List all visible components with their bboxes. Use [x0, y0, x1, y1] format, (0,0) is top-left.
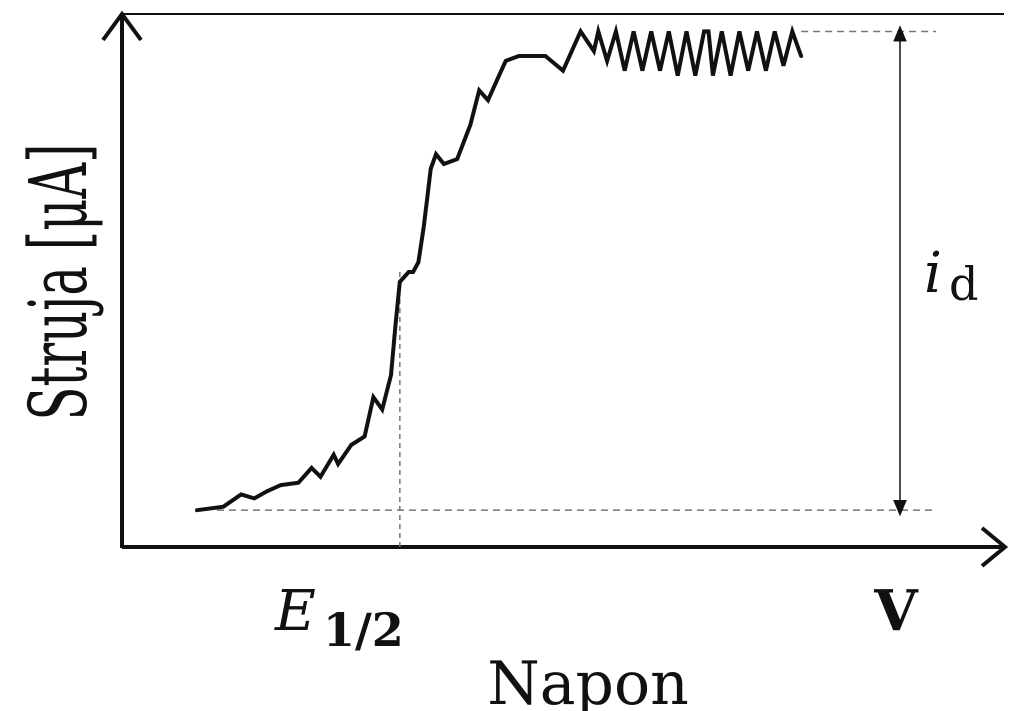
polarographic-wave-line	[195, 23, 804, 513]
x-axis-label: Napon	[487, 649, 688, 711]
x-axis-arrowhead	[980, 526, 1009, 568]
half-wave-potential-main: E	[274, 579, 316, 644]
diffusion-current-main: i	[924, 241, 942, 306]
diffusion-current-label: i d	[924, 241, 978, 311]
half-wave-potential-label: E 1/2	[274, 579, 404, 657]
x-axis-unit-label: V	[873, 578, 919, 644]
diffusion-current-subscript: d	[949, 257, 978, 311]
half-wave-potential-subscript: 1/2	[323, 603, 404, 657]
y-axis-label: Struja [μA]	[11, 144, 105, 421]
